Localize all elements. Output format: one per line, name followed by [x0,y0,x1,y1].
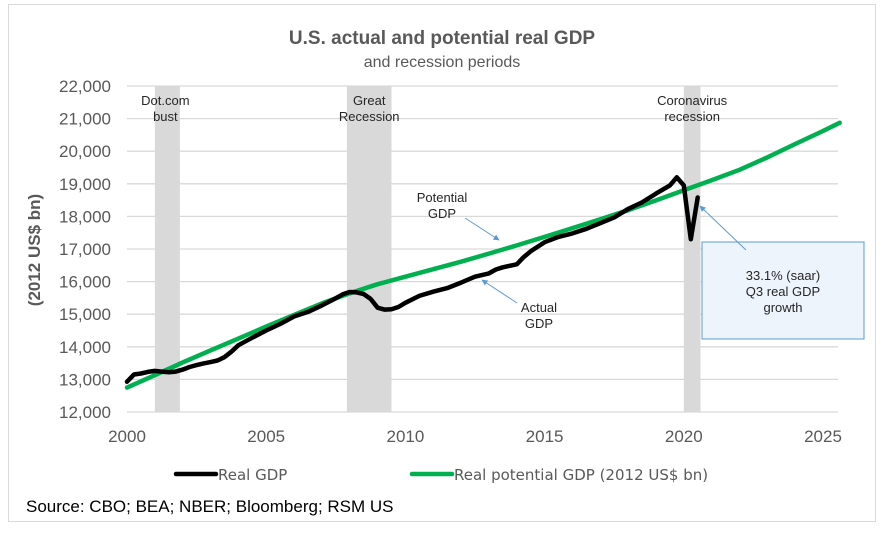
recession-label: recession [664,109,720,124]
potential-gdp-arrow [464,217,500,241]
x-tick-label: 2025 [804,427,842,446]
actual-gdp-annotation: GDP [525,316,553,331]
y-tick-label: 12,000 [59,403,111,422]
recession-label: Recession [339,109,400,124]
x-tick-label: 2000 [108,427,146,446]
x-tick-label: 2010 [386,427,424,446]
y-tick-label: 16,000 [59,273,111,292]
source-note: Source: CBO; BEA; NBER; Bloomberg; RSM U… [26,497,394,516]
y-tick-label: 21,000 [59,110,111,129]
y-tick-label: 22,000 [59,77,111,96]
growth-callout-arrow [699,205,747,251]
growth-callout-text: Q3 real GDP [746,284,820,299]
recession-label: Coronavirus [657,93,728,108]
potential-gdp-line [124,120,842,390]
y-tick-label: 13,000 [59,370,111,389]
actual-gdp-arrow [481,279,518,304]
x-tick-label: 2015 [526,427,564,446]
y-tick-label: 20,000 [59,142,111,161]
x-tick-label: 2005 [247,427,285,446]
legend-label: Real GDP [218,466,287,484]
y-tick-label: 17,000 [59,240,111,259]
y-axis-label: (2012 US$ bn) [25,194,44,306]
legend-label: Real potential GDP (2012 US$ bn) [454,466,708,484]
actual-gdp-annotation: Actual [521,300,557,315]
recession-label: Great [353,93,386,108]
real-gdp-line [124,175,700,384]
growth-callout-text: 33.1% (saar) [746,268,820,283]
y-tick-label: 18,000 [59,207,111,226]
chart-subtitle: and recession periods [364,54,521,71]
potential-gdp-annotation: GDP [428,206,456,221]
recession-label: bust [153,109,178,124]
recession-label: Dot.com [141,93,189,108]
growth-callout-text: growth [763,300,802,315]
x-tick-label: 2020 [665,427,703,446]
growth-callout-box [701,241,865,340]
potential-gdp-annotation: Potential [417,190,468,205]
chart-title: U.S. actual and potential real GDP [289,28,596,49]
y-tick-label: 15,000 [59,305,111,324]
y-tick-label: 14,000 [59,338,111,357]
y-tick-label: 19,000 [59,175,111,194]
